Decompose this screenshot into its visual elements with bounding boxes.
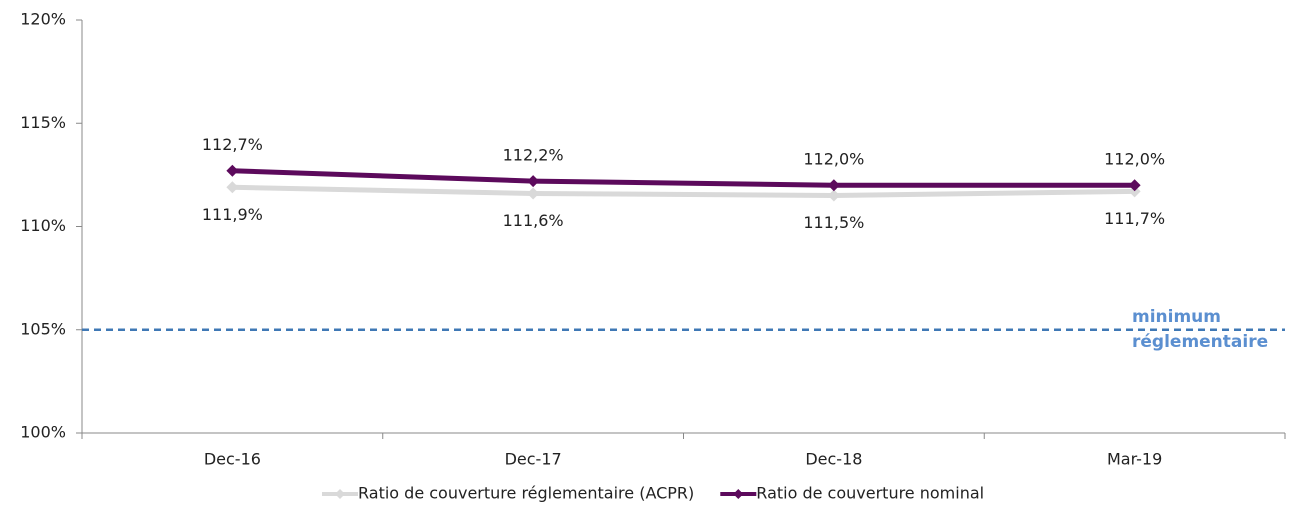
y-tick-label: 110% (20, 216, 66, 235)
marker (1128, 179, 1141, 192)
data-label: 112,2% (503, 146, 564, 165)
y-tick-label: 115% (20, 113, 66, 132)
marker (827, 189, 840, 202)
marker (527, 175, 540, 188)
x-tick-label: Dec-17 (505, 450, 562, 469)
data-label: 112,0% (1104, 150, 1165, 169)
marker (226, 181, 239, 194)
marker (527, 187, 540, 200)
legend-marker (335, 489, 345, 499)
x-tick-label: Mar-19 (1107, 450, 1162, 469)
marker (1128, 185, 1141, 198)
reference-label: minimum (1132, 307, 1221, 327)
legend-marker (733, 489, 744, 499)
y-tick-label: 105% (20, 319, 66, 338)
reference-label: réglementaire (1132, 332, 1268, 352)
series-line (232, 168, 1135, 188)
y-tick-label: 120% (20, 10, 66, 29)
data-label: 111,5% (803, 213, 864, 232)
x-tick-label: Dec-16 (204, 450, 261, 469)
legend-label: Ratio de couverture nominal (756, 484, 984, 503)
marker (827, 179, 840, 192)
data-label: 111,7% (1104, 209, 1165, 228)
data-label: 111,6% (503, 211, 564, 230)
legend-label: Ratio de couverture réglementaire (ACPR) (358, 484, 694, 503)
y-tick-label: 100% (20, 423, 66, 442)
data-label: 112,7% (202, 135, 263, 154)
series-line (232, 184, 1135, 199)
data-label: 111,9% (202, 205, 263, 224)
data-label: 112,0% (803, 150, 864, 169)
marker (226, 164, 239, 177)
x-tick-label: Dec-18 (805, 450, 862, 469)
